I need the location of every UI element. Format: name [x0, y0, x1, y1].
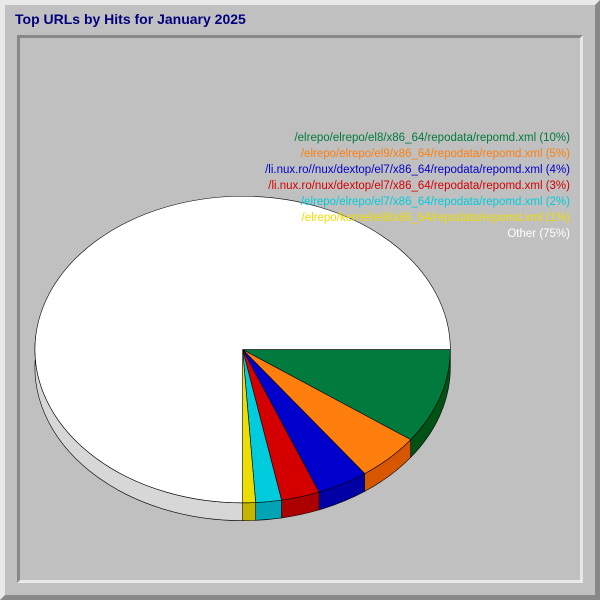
- legend-item: /elrepo/elrepo/el9/x86_64/repodata/repom…: [265, 146, 570, 162]
- chart-frame: Top URLs by Hits for January 2025 /elrep…: [0, 0, 600, 600]
- legend: /elrepo/elrepo/el8/x86_64/repodata/repom…: [265, 130, 570, 242]
- legend-item: /elrepo/kernel/el8/x86_64/repodata/repom…: [265, 210, 570, 226]
- legend-item: /li.nux.ro/nux/dextop/el7/x86_64/repodat…: [265, 178, 570, 194]
- pie-chart: [20, 38, 580, 580]
- legend-item: Other (75%): [265, 226, 570, 242]
- chart-inner: /elrepo/elrepo/el8/x86_64/repodata/repom…: [17, 35, 583, 583]
- legend-item: /elrepo/elrepo/el7/x86_64/repodata/repom…: [265, 194, 570, 210]
- legend-item: /li.nux.ro//nux/dextop/el7/x86_64/repoda…: [265, 162, 570, 178]
- chart-title: Top URLs by Hits for January 2025: [15, 11, 246, 27]
- legend-item: /elrepo/elrepo/el8/x86_64/repodata/repom…: [265, 130, 570, 146]
